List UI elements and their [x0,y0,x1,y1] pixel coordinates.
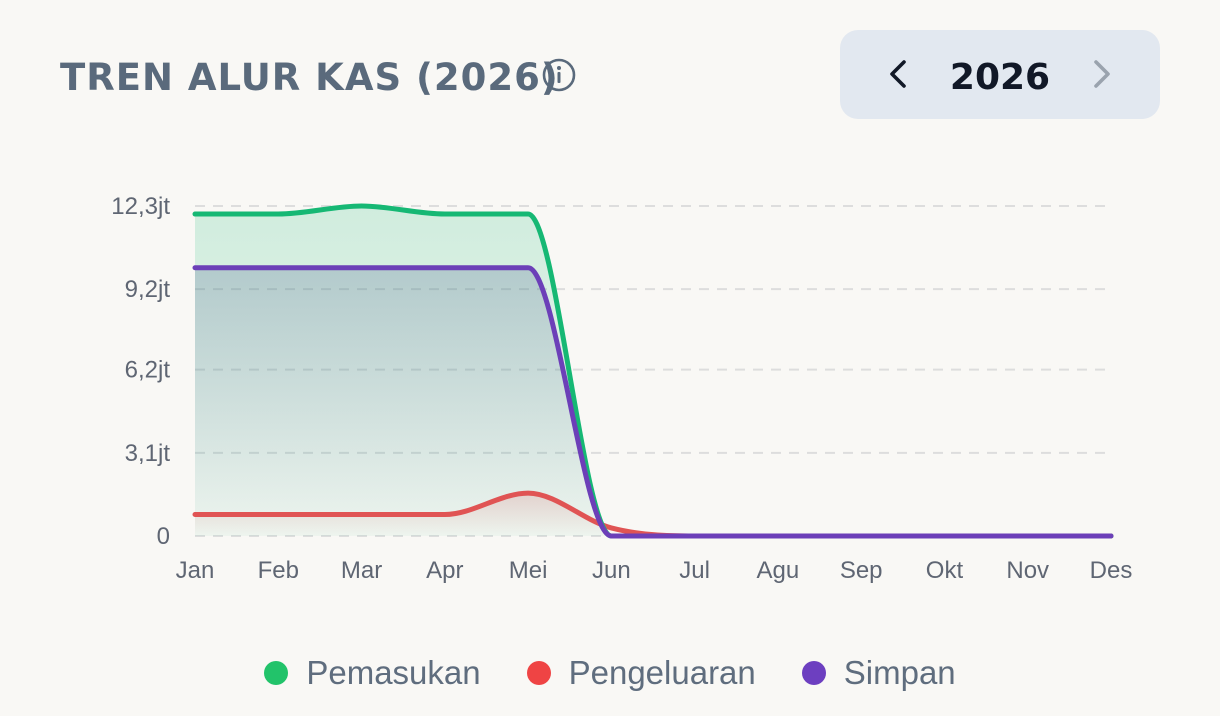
x-tick-label: Apr [426,557,463,584]
chart-title: TREN ALUR KAS (2026) [60,56,559,99]
legend-item-pengeluaran[interactable]: Pengeluaran [526,654,756,692]
chevron-left-icon[interactable] [880,54,920,94]
y-tick-label: 0 [157,523,170,550]
x-tick-label: Feb [258,557,299,584]
year-picker: 2026 [840,30,1160,119]
legend-label-pengeluaran: Pengeluaran [568,654,756,691]
x-tick-label: Mar [341,557,382,584]
y-tick-label: 6,2jt [125,357,171,384]
legend-dot-simpan [801,661,826,685]
area-pengeluaran [195,493,1111,536]
y-tick-label: 3,1jt [125,440,171,467]
x-tick-label: Agu [757,557,800,584]
series-line-simpan [192,265,1114,539]
x-tick-label: Sep [840,557,883,584]
legend-dot-pengeluaran [526,661,551,685]
legend-label-pemasukan: Pemasukan [306,654,481,691]
x-tick-label: Jun [592,557,631,584]
info-circle-icon[interactable] [542,58,576,92]
x-tick-label: Nov [1006,557,1049,584]
legend-item-pemasukan[interactable]: Pemasukan [264,654,481,692]
x-tick-label: Jul [679,557,710,584]
x-tick-label: Jan [176,557,215,584]
chevron-right-icon[interactable] [1080,54,1120,94]
chart-legend: Pemasukan Pengeluaran Simpan [0,645,1220,701]
x-tick-label: Mei [509,557,548,584]
area-simpan [195,267,1111,536]
x-tick-label: Okt [926,557,964,584]
cashflow-chart: 0 3,1jt 6,2jt 9,2jt 12,3jt Jan Feb Mar Apr Mei Jun… [111,193,1133,584]
legend-label-simpan: Simpan [843,654,956,691]
legend-item-simpan[interactable]: Simpan [801,654,956,692]
selected-year: 2026 [949,57,1051,98]
y-tick-label: 12,3jt [111,193,170,220]
y-tick-label: 9,2jt [125,276,171,303]
x-tick-label: Des [1090,557,1133,584]
legend-dot-pemasukan [264,661,289,685]
